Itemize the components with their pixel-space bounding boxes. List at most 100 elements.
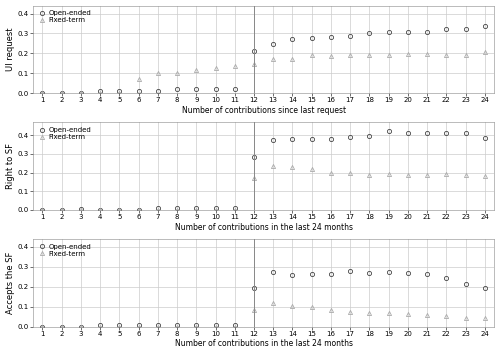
Fixed-term <box>366 173 372 177</box>
Open-ended <box>347 34 353 39</box>
Open-ended <box>444 131 450 136</box>
Fixed-term <box>40 91 46 95</box>
Open-ended <box>386 269 392 274</box>
Open-ended <box>58 324 64 329</box>
Fixed-term <box>251 62 257 67</box>
Fixed-term <box>386 53 392 57</box>
Fixed-term <box>136 324 141 329</box>
Open-ended <box>78 207 84 211</box>
Fixed-term <box>424 52 430 57</box>
Open-ended <box>174 87 180 91</box>
Fixed-term <box>328 54 334 58</box>
Open-ended <box>424 131 430 136</box>
Open-ended <box>308 137 314 141</box>
Fixed-term <box>58 208 64 212</box>
Open-ended <box>366 270 372 275</box>
Open-ended <box>194 87 200 91</box>
Fixed-term <box>482 315 488 320</box>
Open-ended <box>405 30 411 35</box>
Open-ended <box>251 49 257 53</box>
Open-ended <box>405 131 411 136</box>
Fixed-term <box>405 312 411 316</box>
Open-ended <box>328 35 334 40</box>
Fixed-term <box>97 91 103 95</box>
Fixed-term <box>270 57 276 62</box>
Fixed-term <box>212 66 218 70</box>
Fixed-term <box>290 303 296 308</box>
Fixed-term <box>97 208 103 212</box>
Fixed-term <box>58 324 64 329</box>
Fixed-term <box>212 324 218 329</box>
Fixed-term <box>155 208 161 212</box>
Fixed-term <box>405 52 411 57</box>
Fixed-term <box>78 208 84 212</box>
Open-ended <box>444 275 450 280</box>
Fixed-term <box>347 171 353 176</box>
Line: Fixed-term: Fixed-term <box>40 164 487 212</box>
Fixed-term <box>290 165 296 169</box>
Open-ended <box>212 206 218 210</box>
Open-ended <box>40 324 46 329</box>
Open-ended <box>444 27 450 32</box>
Fixed-term <box>444 172 450 177</box>
Fixed-term <box>136 77 141 81</box>
Fixed-term <box>308 304 314 309</box>
Open-ended <box>194 322 200 327</box>
Fixed-term <box>462 173 468 177</box>
Fixed-term <box>232 324 237 329</box>
Open-ended <box>290 273 296 277</box>
Open-ended <box>424 272 430 276</box>
Fixed-term <box>174 324 180 329</box>
Fixed-term <box>212 208 218 212</box>
Fixed-term <box>308 167 314 171</box>
Open-ended <box>405 270 411 275</box>
Open-ended <box>116 208 122 212</box>
Line: Open-ended: Open-ended <box>40 24 487 95</box>
Fixed-term <box>482 174 488 178</box>
Fixed-term <box>194 68 200 73</box>
Open-ended <box>174 206 180 210</box>
Open-ended <box>386 30 392 35</box>
Open-ended <box>155 89 161 93</box>
Open-ended <box>251 285 257 290</box>
Open-ended <box>58 208 64 212</box>
Open-ended <box>347 135 353 139</box>
Open-ended <box>136 322 141 327</box>
Fixed-term <box>116 324 122 329</box>
Fixed-term <box>40 208 46 212</box>
Open-ended <box>270 138 276 142</box>
Open-ended <box>155 322 161 327</box>
Open-ended <box>232 206 237 210</box>
Open-ended <box>328 137 334 141</box>
Fixed-term <box>347 309 353 314</box>
Open-ended <box>462 131 468 136</box>
Open-ended <box>40 208 46 212</box>
Open-ended <box>194 206 200 210</box>
Open-ended <box>155 206 161 210</box>
Fixed-term <box>116 208 122 212</box>
Fixed-term <box>347 53 353 57</box>
Line: Open-ended: Open-ended <box>40 130 487 212</box>
Open-ended <box>232 322 237 327</box>
Open-ended <box>116 89 122 93</box>
Open-ended <box>78 91 84 95</box>
Fixed-term <box>78 324 84 329</box>
Open-ended <box>482 24 488 29</box>
Open-ended <box>270 269 276 274</box>
Fixed-term <box>270 164 276 168</box>
Line: Fixed-term: Fixed-term <box>40 301 487 329</box>
Fixed-term <box>232 208 237 212</box>
Open-ended <box>328 272 334 276</box>
Fixed-term <box>386 172 392 177</box>
Fixed-term <box>424 173 430 177</box>
Open-ended <box>290 37 296 41</box>
Open-ended <box>212 87 218 91</box>
Open-ended <box>116 322 122 327</box>
Open-ended <box>58 91 64 95</box>
Fixed-term <box>290 57 296 62</box>
Open-ended <box>40 91 46 95</box>
Fixed-term <box>482 50 488 55</box>
Fixed-term <box>366 310 372 315</box>
Fixed-term <box>251 307 257 312</box>
Fixed-term <box>366 53 372 57</box>
